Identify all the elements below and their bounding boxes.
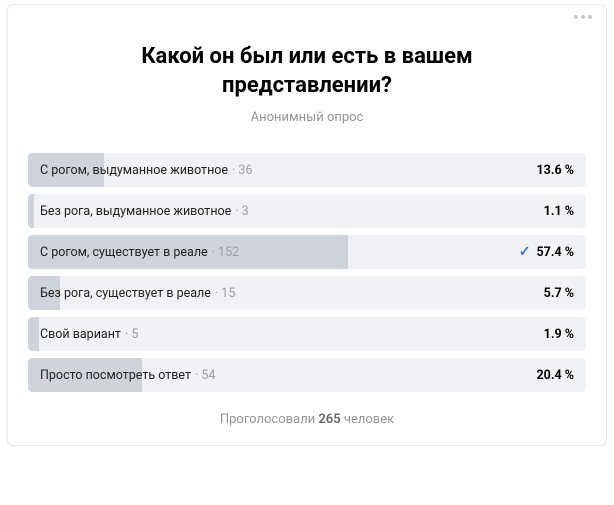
poll-footer: Проголосовали 265 человек [28,412,586,427]
poll-option-percent: 13.6 % [537,163,575,178]
poll-option-count: · 5 [125,327,138,342]
poll-option-count: · 36 [232,163,252,178]
poll-title: Какой он был или есть в вашем представле… [28,43,586,100]
poll-option-row: С рогом, выдуманное животное · 36 13.6 % [28,153,586,187]
poll-option-count-value: 152 [218,245,239,260]
poll-option-percent: 1.1 % [544,204,574,219]
check-icon: ✓ [519,244,531,260]
poll-option-label: С рогом, выдуманное животное [40,163,228,178]
poll-option-label: С рогом, существует в реале [40,245,208,260]
poll-option-label: Без рога, выдуманное животное [40,204,231,219]
poll-option-row: Без рога, выдуманное животное · 3 1.1 % [28,194,586,228]
ellipsis-icon [574,15,578,19]
poll-option-count: · 54 [195,368,215,383]
footer-count: 265 [318,412,340,427]
poll-option-count-value: 54 [201,368,215,383]
poll-option-count: · 15 [215,286,235,301]
more-menu-button[interactable] [574,15,592,19]
poll-card: Какой он был или есть в вашем представле… [7,4,607,446]
poll-option-row: Без рога, существует в реале · 15 5.7 % [28,276,586,310]
poll-option-percent: 57.4 % [537,245,575,260]
footer-suffix: человек [341,412,394,427]
ellipsis-icon [588,15,592,19]
poll-option-row: Свой вариант · 5 1.9 % [28,317,586,351]
poll-option-count-value: 3 [242,204,249,219]
poll-subtitle: Анонимный опрос [28,110,586,125]
poll-option-count-value: 15 [221,286,235,301]
poll-option[interactable]: Свой вариант · 5 1.9 % [28,317,586,351]
poll-option[interactable]: С рогом, выдуманное животное · 36 13.6 % [28,153,586,187]
poll-option-count-value: 36 [238,163,252,178]
poll-option-count: · 3 [235,204,248,219]
poll-option[interactable]: С рогом, существует в реале · 152 ✓ 57.4 % [28,235,586,269]
poll-option-percent: 20.4 % [537,368,575,383]
poll-option-count-value: 5 [131,327,138,342]
poll-option-percent: 5.7 % [544,286,574,301]
poll-options: С рогом, выдуманное животное · 36 13.6 % Б… [28,153,586,392]
ellipsis-icon [581,15,585,19]
poll-option-row: Просто посмотреть ответ · 54 20.4 % [28,358,586,392]
poll-option-percent: 1.9 % [544,327,574,342]
footer-prefix: Проголосовали [220,412,319,427]
poll-option[interactable]: Без рога, существует в реале · 15 5.7 % [28,276,586,310]
poll-option-row: С рогом, существует в реале · 152 ✓ 57.4 % [28,235,586,269]
poll-option-label: Без рога, существует в реале [40,286,211,301]
poll-option-label: Просто посмотреть ответ [40,368,191,383]
poll-option-label: Свой вариант [40,327,121,342]
poll-option[interactable]: Без рога, выдуманное животное · 3 1.1 % [28,194,586,228]
poll-option[interactable]: Просто посмотреть ответ · 54 20.4 % [28,358,586,392]
poll-option-count: · 152 [212,245,239,260]
